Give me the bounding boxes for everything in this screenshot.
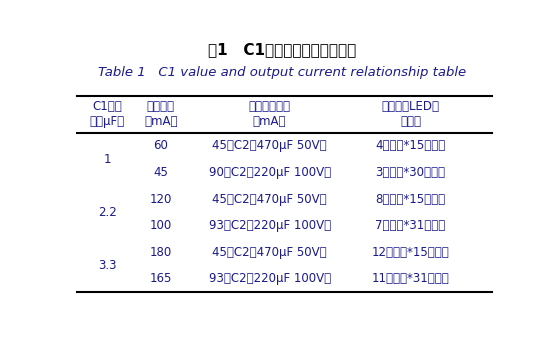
Text: 8（并）*15（串）: 8（并）*15（串） xyxy=(375,192,446,206)
Text: 120: 120 xyxy=(149,192,172,206)
Text: 驱动最大LED数
（颗）: 驱动最大LED数 （颗） xyxy=(381,100,440,128)
Text: 3.3: 3.3 xyxy=(98,259,117,272)
Text: C1电容
值（μF）: C1电容 值（μF） xyxy=(90,100,125,128)
Text: 165: 165 xyxy=(149,272,172,285)
Text: 12（并）*15（串）: 12（并）*15（串） xyxy=(371,246,450,259)
Text: 3（并）*30（串）: 3（并）*30（串） xyxy=(375,166,446,179)
Text: 45（C2为470μF 50V）: 45（C2为470μF 50V） xyxy=(212,140,327,152)
Text: 45（C2为470μF 50V）: 45（C2为470μF 50V） xyxy=(212,246,327,259)
Text: 93（C2为220μF 100V）: 93（C2为220μF 100V） xyxy=(208,272,331,285)
Text: 90（C2为220μF 100V）: 90（C2为220μF 100V） xyxy=(208,166,331,179)
Text: 93（C2为220μF 100V）: 93（C2为220μF 100V） xyxy=(208,219,331,232)
Text: 100: 100 xyxy=(149,219,172,232)
Text: 45（C2为470μF 50V）: 45（C2为470μF 50V） xyxy=(212,192,327,206)
Text: 4（并）*15（串）: 4（并）*15（串） xyxy=(375,140,446,152)
Text: 表1   C1容值与输出电流关系表: 表1 C1容值与输出电流关系表 xyxy=(208,42,356,57)
Text: 7（并）*31（串）: 7（并）*31（串） xyxy=(375,219,446,232)
Text: 最大输出电压
（mA）: 最大输出电压 （mA） xyxy=(249,100,290,128)
Text: Table 1   C1 value and output current relationship table: Table 1 C1 value and output current rela… xyxy=(98,66,467,80)
Text: 60: 60 xyxy=(153,140,168,152)
Text: 180: 180 xyxy=(149,246,172,259)
Text: 输出电流
（mA）: 输出电流 （mA） xyxy=(144,100,177,128)
Text: 11（并）*31（串）: 11（并）*31（串） xyxy=(371,272,450,285)
Text: 1: 1 xyxy=(104,153,111,166)
Text: 45: 45 xyxy=(153,166,168,179)
Text: 2.2: 2.2 xyxy=(98,206,117,219)
